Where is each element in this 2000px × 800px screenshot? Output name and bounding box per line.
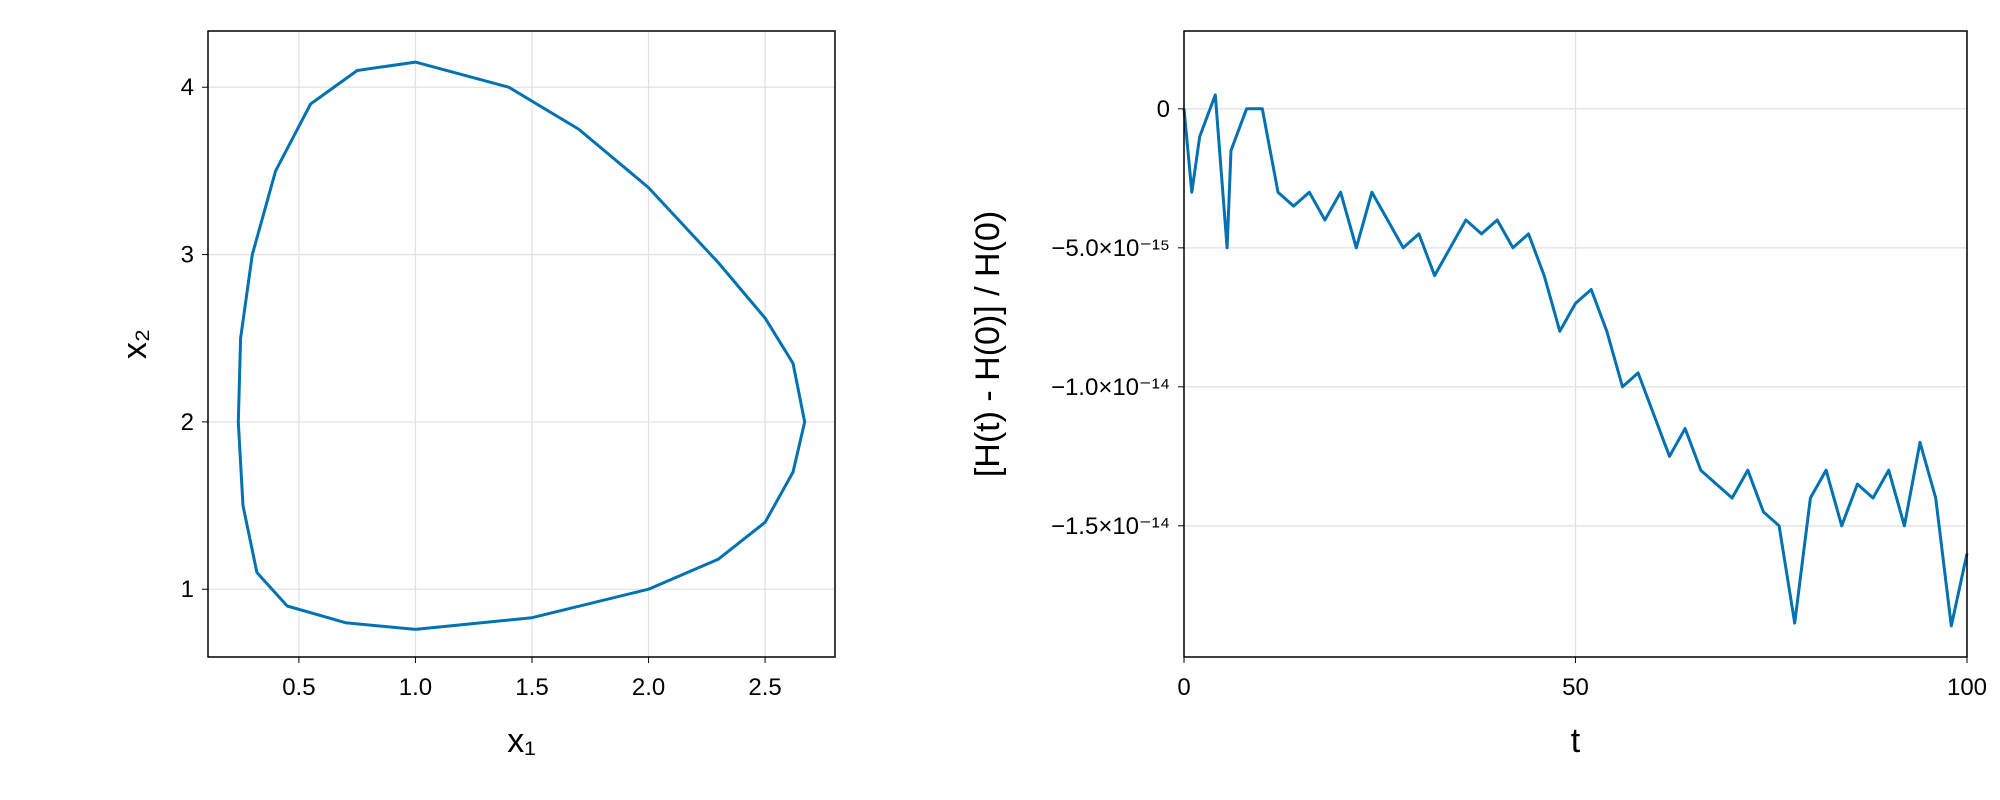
x-tick-label: 2.5 [748,674,781,701]
y-tick-label: 0 [1157,96,1170,123]
y-tick-label: 2 [181,409,194,436]
x-tick-label: 0.5 [282,674,315,701]
x-axis-label: t [1571,722,1581,760]
y-axis-label: [H(t) - H(0)] / H(0) [969,211,1007,477]
x-tick-label: 100 [1947,674,1987,701]
x-tick-label: 1.0 [399,674,432,701]
x-axis-label: x₁ [507,722,535,760]
data-line [236,60,807,631]
y-tick-label: −1.0×10⁻¹⁴ [1051,374,1170,401]
y-axis-label: x₂ [116,329,154,359]
y-tick-label: −5.0×10⁻¹⁵ [1051,235,1170,262]
y-tick-label: 1 [181,576,194,603]
x-tick-label: 2.0 [632,674,665,701]
axes-frame [1183,30,1968,658]
y-tick-label: −1.5×10⁻¹⁴ [1051,513,1170,540]
x-tick-label: 1.5 [515,674,548,701]
x-tick-label: 0 [1177,674,1190,701]
axes-frame [207,30,836,658]
data-line [1182,93,1969,628]
y-tick-label: 3 [181,242,194,269]
y-tick-label: 4 [181,74,194,101]
x-tick-label: 50 [1562,674,1589,701]
